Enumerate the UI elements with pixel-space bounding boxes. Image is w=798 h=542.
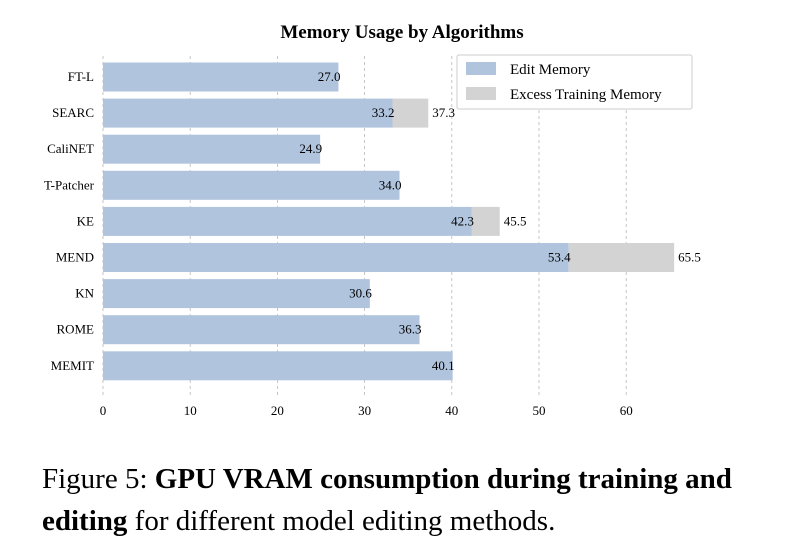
category-label: SEARC xyxy=(52,105,94,120)
value-label-edit: 53.4 xyxy=(548,250,571,265)
value-label-edit: 40.1 xyxy=(432,358,455,373)
value-label-edit: 30.6 xyxy=(349,286,372,301)
bar-edit-memory xyxy=(103,315,420,345)
value-label-edit: 42.3 xyxy=(451,213,474,228)
x-tick-label: 50 xyxy=(533,403,546,418)
x-tick-label: 30 xyxy=(358,403,371,418)
x-tick-label: 20 xyxy=(271,403,284,418)
caption-rest: for different model editing methods. xyxy=(127,505,556,537)
legend-label-edit-memory: Edit Memory xyxy=(510,62,591,78)
x-tick-label: 0 xyxy=(100,403,107,418)
bar-edit-memory xyxy=(103,206,472,236)
category-label: MEMIT xyxy=(51,358,94,373)
x-tick-label: 10 xyxy=(184,403,197,418)
value-label-edit: 24.9 xyxy=(299,141,322,156)
bar-excess-training-memory xyxy=(568,243,675,272)
caption-prefix: Figure 5: xyxy=(42,463,155,495)
bar-edit-memory xyxy=(103,134,321,164)
bar-edit-memory xyxy=(103,170,400,200)
x-tick-label: 60 xyxy=(620,403,633,418)
bars: 27.0 33.2 37.3 24.9 34.0 42.3 45.5 53.4 65.5 30.6… xyxy=(103,62,701,381)
bar-excess-training-memory xyxy=(392,98,429,128)
bar-excess-training-memory xyxy=(471,206,500,236)
bar-edit-memory xyxy=(103,98,393,128)
category-label: ROME xyxy=(56,322,94,337)
category-label: FT-L xyxy=(68,69,94,84)
chart: Memory Usage by Algorithms 27.033.2 37.32… xyxy=(44,22,701,418)
category-label: KE xyxy=(77,213,94,228)
legend-swatch-edit-memory xyxy=(466,62,496,75)
category-label: T-Patcher xyxy=(44,177,95,192)
value-label-total: 45.5 xyxy=(504,213,527,228)
x-axis-ticks: 0 10 20 30 40 50 60 xyxy=(100,403,633,418)
category-label: KN xyxy=(75,286,94,301)
legend-label-excess-training-memory: Excess Training Memory xyxy=(510,87,662,103)
figure-caption: Figure 5: GPU VRAM consumption during tr… xyxy=(42,458,782,542)
chart-title: Memory Usage by Algorithms xyxy=(280,22,523,43)
bar-edit-memory xyxy=(103,351,453,381)
value-label-edit: 27.0 xyxy=(318,69,341,84)
value-label-total: 65.5 xyxy=(678,250,701,265)
category-label: CaliNET xyxy=(47,141,94,156)
value-label-edit: 36.3 xyxy=(399,322,422,337)
bar-edit-memory xyxy=(103,243,569,272)
legend-box xyxy=(456,54,693,110)
legend-swatch-excess-training-memory xyxy=(466,87,496,100)
value-label-total: 37.3 xyxy=(432,105,455,120)
value-label-edit: 33.2 xyxy=(372,105,395,120)
bar-edit-memory xyxy=(103,279,370,309)
category-label: MEND xyxy=(56,250,94,265)
legend: Edit Memory Excess Training Memory xyxy=(456,54,693,110)
x-tick-label: 40 xyxy=(445,403,458,418)
value-label-edit: 34.0 xyxy=(379,177,402,192)
bar-edit-memory xyxy=(103,62,339,92)
caption-bold: GPU VRAM consumption during training and… xyxy=(42,463,732,537)
category-labels: FT-L SEARC CaliNET T-Patcher KE MEND KN ROME MEM… xyxy=(44,69,95,373)
